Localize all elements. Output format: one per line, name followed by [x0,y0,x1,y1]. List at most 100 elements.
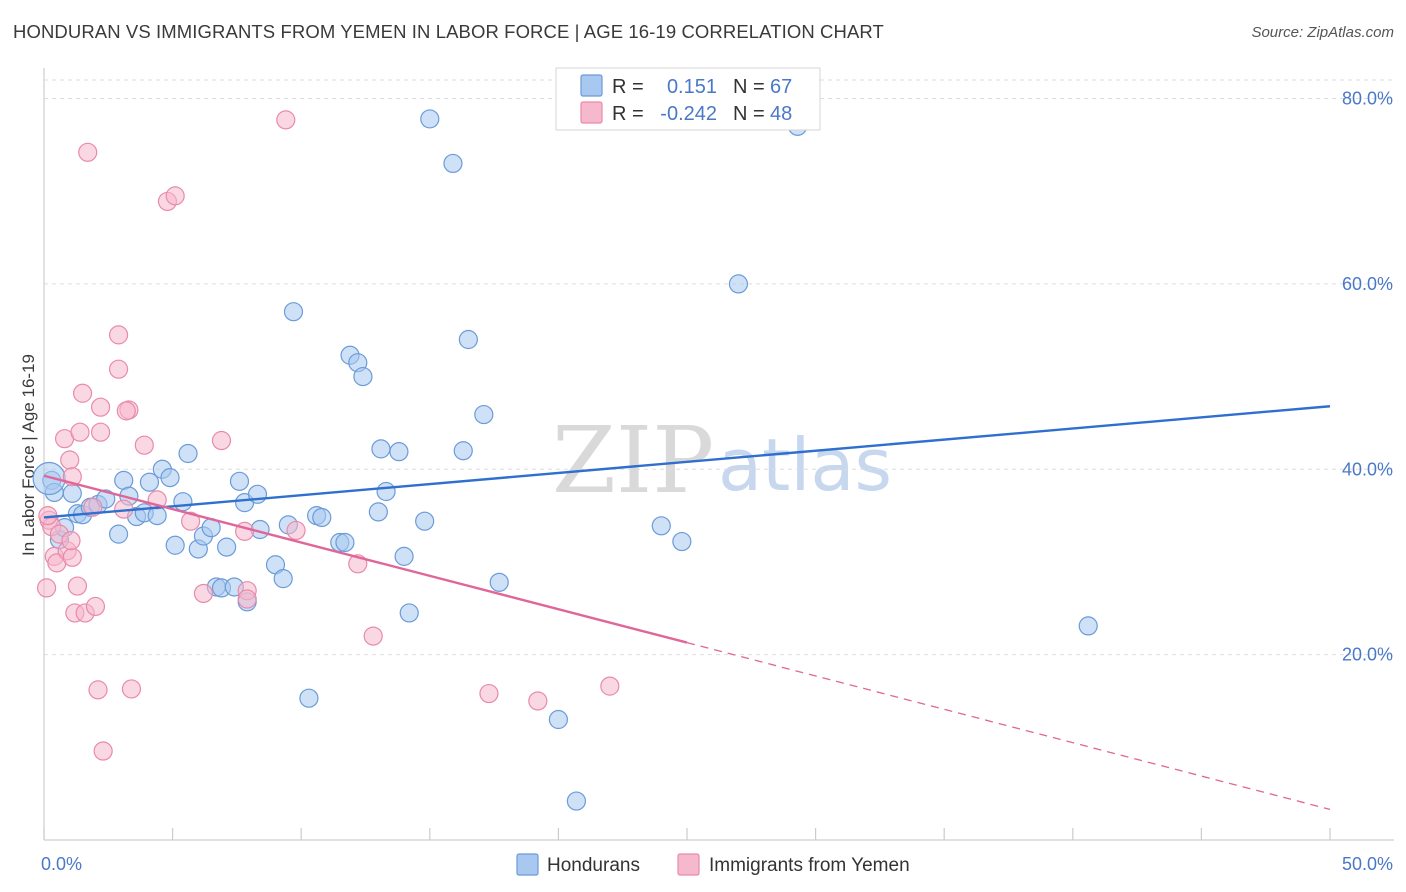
yemen-point [67,576,88,596]
yemen-point [165,186,185,206]
bottom-legend-swatch-yemen [677,853,700,876]
yemen-point [276,110,296,130]
yemen-point [36,578,57,598]
yemen-point [181,511,201,531]
yemen-point [134,435,154,455]
legend-n-value-hondurans: 67 [770,76,792,98]
yemen-point [85,596,106,617]
yemen-point [237,589,257,609]
yemen-point [211,430,232,451]
gridlines [44,79,1394,656]
honduran-point [728,274,749,294]
honduran-point [415,511,435,531]
legend-swatch-yemen [580,101,603,124]
honduran-point [389,442,409,462]
yemen-point [363,626,383,646]
honduran-point [108,524,129,544]
y-tick-label-80: 80.0% [1342,89,1393,109]
legend-n-label-yemen: N = [733,103,765,125]
yemen-point [108,325,129,345]
honduran-point [217,537,237,557]
watermark-zip: ZIP [552,407,714,514]
honduran-point [672,531,692,552]
legend-r-label-hondurans: R = [612,76,644,98]
honduran-point [229,471,250,491]
legend-r-value-yemen: -0.242 [660,103,717,125]
yemen-point [528,691,548,711]
y-tick-label-40: 40.0% [1342,459,1393,479]
honduran-point [273,569,293,589]
honduran-point [548,709,569,730]
yemen-point [62,547,82,567]
chart-title: HONDURAN VS IMMIGRANTS FROM YEMEN IN LAB… [13,21,884,42]
yemen-point [88,680,108,700]
honduran-point [173,492,193,512]
yemen-trend-line [43,474,688,644]
honduran-point [443,153,463,174]
honduran-point [32,461,66,496]
legend-r-label-yemen: R = [612,103,644,125]
y-tick-label-20: 20.0% [1342,645,1393,665]
honduran-point [165,535,185,555]
yemen-point [108,359,129,379]
yemen-point [60,450,80,470]
yemen-point [286,520,306,541]
honduran-point [489,572,509,592]
legend-n-value-yemen: 48 [770,103,792,125]
honduran-point [312,507,332,528]
yemen-point [61,531,81,551]
trend-lines [43,405,1331,811]
yemen-point [121,679,142,699]
yemen-point [70,422,90,442]
x-ticks [43,828,1331,840]
honduran-point [353,366,373,387]
x-tick-label-left: 0.0% [41,854,82,874]
legend-swatch-hondurans [580,74,603,97]
bottom-legend-label-yemen: Immigrants from Yemen [709,855,910,876]
bottom-legend-label-hondurans: Hondurans [547,855,640,876]
honduran-point [283,302,304,322]
yemen-point [78,142,98,162]
watermark-atlas: atlas [718,423,892,507]
yemen-point [600,676,620,696]
honduran-point [371,439,391,459]
honduran-point [139,472,160,492]
yemen-point [479,683,499,704]
legend-n-label-hondurans: N = [733,76,765,98]
honduran-point [453,441,473,461]
correlation-legend: R = 0.151 N = 67 R = -0.242 N = 48 [555,67,821,131]
honduran-point [474,404,494,425]
y-axis-title: In Labor Force | Age 16-19 [19,354,38,556]
honduran-point [62,483,82,503]
honduran-point [178,443,198,464]
watermark: ZIP atlas [552,407,892,514]
honduran-point [335,532,355,553]
yemen-point [93,741,113,761]
yemen-point [116,401,136,421]
axes [43,68,1394,841]
honduran-point [420,109,440,129]
yemen-point [90,422,111,442]
honduran-point [566,791,587,811]
honduran-point [458,329,478,350]
honduran-point [160,468,180,488]
honduran-point [394,546,414,566]
honduran-point [651,516,671,536]
yemen-point [193,583,214,604]
y-tick-label-60: 60.0% [1342,274,1393,294]
source-credit: Source: ZipAtlas.com [1251,24,1394,41]
honduran-point [376,481,396,502]
honduran-point [399,603,419,623]
bottom-legend-swatch-hondurans [516,853,539,876]
honduran-point [368,502,388,522]
series-legend: Hondurans Immigrants from Yemen [516,853,910,876]
honduran-point [299,688,319,708]
x-tick-label-right: 50.0% [1342,854,1393,874]
yemen-point [72,383,93,403]
y-tick-labels: 20.0% 40.0% 60.0% 80.0% [1342,89,1393,665]
yemen-point [90,397,111,417]
yemen-points [36,110,620,761]
yemen-trend-line-extension [686,641,1331,811]
legend-r-value-hondurans: 0.151 [667,76,717,98]
